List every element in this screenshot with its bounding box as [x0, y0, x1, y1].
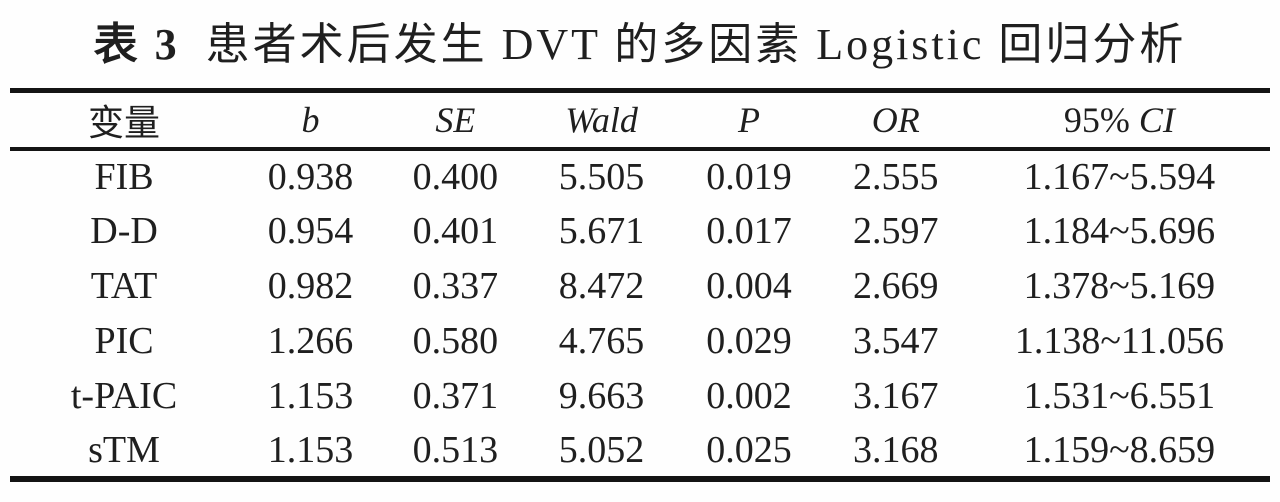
cell-ci: 1.138~11.056 — [1014, 320, 1224, 362]
cell-b: 1.153 — [267, 375, 354, 417]
cell-wald: 9.663 — [558, 375, 645, 417]
cell-or: 3.167 — [852, 375, 939, 417]
cell-ci: 1.531~6.551 — [1023, 375, 1216, 417]
cell-p: 0.017 — [706, 210, 792, 252]
cell-p: 0.002 — [706, 375, 792, 417]
ci-label: CI — [1138, 99, 1175, 140]
table-header: 变量 b SE Wald P OR 95% CI — [10, 91, 1270, 149]
cell-wald: 8.472 — [558, 265, 645, 307]
cell-b: 1.266 — [267, 320, 354, 362]
cell-or: 3.168 — [852, 428, 939, 471]
header-cell-ci: 95% CI — [969, 91, 1270, 149]
cell-se: 0.580 — [412, 320, 499, 362]
header-cell-b: b — [301, 99, 320, 140]
header-cell-p: P — [737, 99, 760, 140]
cell-p: 0.019 — [706, 156, 792, 198]
cell-b: 0.982 — [267, 265, 354, 307]
table-row-dd: D-D 0.954 0.401 5.671 0.017 2.597 1.184~… — [10, 204, 1270, 259]
cell-se: 0.371 — [412, 375, 499, 417]
cell-variable: TAT — [90, 265, 158, 307]
header-row: 变量 b SE Wald P OR 95% CI — [10, 91, 1270, 149]
table-row-pic: PIC 1.266 0.580 4.765 0.029 3.547 1.138~… — [10, 314, 1270, 369]
table-title: 表 3 患者术后发生 DVT 的多因素 Logistic 回归分析 — [0, 8, 1280, 72]
table-row-stm: sTM 1.153 0.513 5.052 0.025 3.168 1.159~… — [10, 424, 1270, 479]
ci-percent-label: 95% — [1063, 99, 1130, 140]
cell-b: 0.954 — [267, 210, 354, 252]
table-title-text: 患者术后发生 DVT 的多因素 Logistic 回归分析 — [205, 20, 1187, 69]
header-cell-or: OR — [871, 99, 920, 140]
cell-wald: 5.505 — [558, 156, 645, 198]
header-cell-se: SE — [435, 99, 476, 140]
cell-se: 0.337 — [412, 265, 499, 307]
cell-b: 1.153 — [267, 428, 354, 471]
header-cell-wald: Wald — [565, 99, 638, 140]
cell-variable: sTM — [88, 428, 160, 471]
cell-variable: PIC — [94, 320, 154, 362]
cell-or: 3.547 — [852, 320, 939, 362]
cell-variable: D-D — [90, 210, 158, 252]
header-cell-variable: 变量 — [88, 102, 161, 143]
cell-p: 0.029 — [706, 320, 792, 362]
table-row-tpaic: t-PAIC 1.153 0.371 9.663 0.002 3.167 1.5… — [10, 369, 1270, 424]
cell-se: 0.513 — [412, 428, 499, 471]
cell-ci: 1.378~5.169 — [1023, 265, 1216, 307]
cell-or: 2.597 — [852, 210, 939, 252]
cell-wald: 5.671 — [558, 210, 645, 252]
cell-variable: FIB — [94, 156, 154, 198]
table-number: 表 3 — [93, 20, 180, 69]
cell-ci: 1.167~5.594 — [1023, 156, 1216, 198]
cell-wald: 5.052 — [558, 428, 645, 471]
table-row-tat: TAT 0.982 0.337 8.472 0.004 2.669 1.378~… — [10, 259, 1270, 314]
cell-p: 0.025 — [706, 428, 792, 471]
cell-se: 0.401 — [412, 210, 499, 252]
table-body: FIB 0.938 0.400 5.505 0.019 2.555 1.167~… — [10, 149, 1270, 479]
cell-ci: 1.159~8.659 — [1023, 428, 1216, 471]
cell-se: 0.400 — [412, 156, 499, 198]
cell-or: 2.669 — [852, 265, 939, 307]
cell-ci: 1.184~5.696 — [1023, 210, 1216, 252]
cell-or: 2.555 — [852, 156, 939, 198]
table-row-fib: FIB 0.938 0.400 5.505 0.019 2.555 1.167~… — [10, 149, 1270, 204]
logistic-regression-table: 变量 b SE Wald P OR 95% CI FIB 0.938 0.400… — [10, 88, 1270, 482]
cell-variable: t-PAIC — [70, 375, 178, 417]
cell-b: 0.938 — [267, 156, 354, 198]
cell-p: 0.004 — [706, 265, 792, 307]
cell-wald: 4.765 — [558, 320, 645, 362]
